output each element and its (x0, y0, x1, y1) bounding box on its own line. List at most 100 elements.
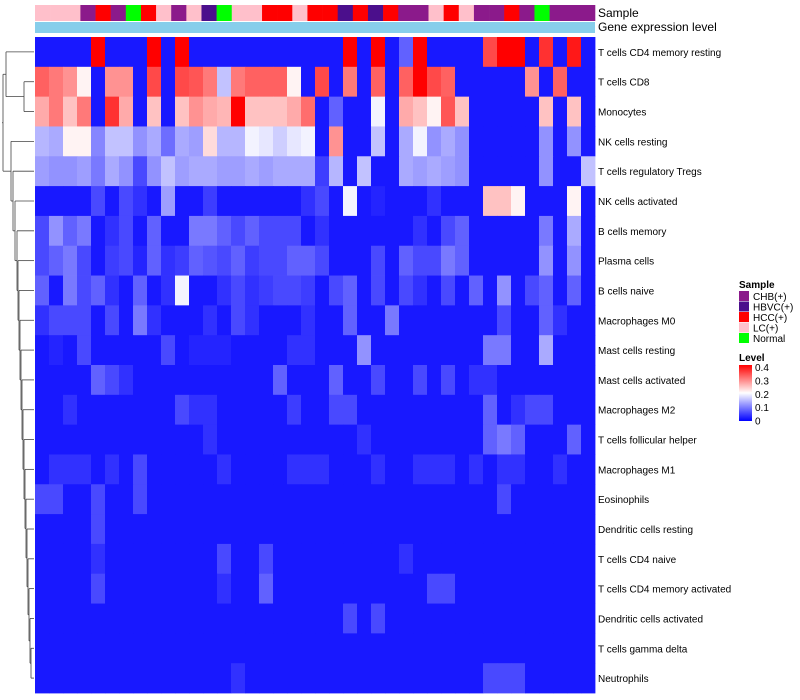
heatmap-cell (49, 543, 64, 575)
heatmap-cell (483, 37, 498, 68)
heatmap-cell (203, 365, 218, 396)
heatmap-cell (329, 454, 344, 485)
heatmap-cell (217, 215, 232, 247)
heatmap-cell (525, 66, 540, 98)
heatmap-cell (147, 156, 162, 187)
heatmap-cell (315, 37, 330, 68)
heatmap-cell (553, 514, 568, 545)
heatmap-cell (483, 543, 498, 575)
heatmap-cell (511, 156, 526, 187)
heatmap-cell (147, 484, 162, 515)
heatmap-cell (455, 633, 470, 664)
heatmap-cell (483, 305, 498, 336)
heatmap-cell (525, 305, 540, 336)
heatmap-cell (91, 514, 106, 545)
heatmap-cell (413, 305, 428, 336)
heatmap-cell (133, 126, 148, 157)
heatmap-cell (567, 126, 582, 157)
heatmap-cell (357, 186, 372, 217)
heatmap-cell (133, 454, 148, 485)
row-label: T cells follicular helper (598, 436, 697, 447)
heatmap-cell (231, 66, 246, 98)
heatmap-cell (35, 454, 50, 485)
heatmap-cell (161, 126, 176, 157)
heatmap-cell (343, 335, 358, 366)
row-label: T cells CD4 memory activated (598, 585, 731, 596)
heatmap-cell (483, 394, 498, 426)
heatmap-cell (161, 96, 176, 127)
heatmap-cell (343, 484, 358, 515)
heatmap-cell (357, 424, 372, 455)
heatmap-cell (259, 335, 274, 366)
heatmap-cell (399, 603, 414, 634)
heatmap-cell (357, 37, 372, 68)
heatmap-cell (161, 394, 176, 426)
heatmap-cell (35, 543, 50, 575)
heatmap-cell (217, 663, 232, 694)
heatmap-cell (161, 454, 176, 485)
heatmap-cell (119, 424, 134, 455)
heatmap-cell (469, 424, 484, 455)
sample-track-cell (125, 5, 142, 21)
heatmap-cell (525, 663, 540, 694)
heatmap-cell (77, 66, 92, 98)
level-legend-tick: 0.4 (755, 363, 769, 374)
heatmap-cell (539, 424, 554, 455)
heatmap-cell (329, 603, 344, 634)
heatmap-cell (301, 215, 316, 247)
sample-track-label: Sample (598, 6, 639, 20)
heatmap-cell (567, 275, 582, 306)
heatmap-cell (441, 603, 456, 634)
heatmap-cell (567, 245, 582, 276)
heatmap-cell (231, 633, 246, 664)
heatmap-cell (91, 96, 106, 127)
heatmap-cell (147, 215, 162, 247)
sample-track-cell (367, 5, 384, 21)
heatmap-cell (203, 275, 218, 306)
heatmap-cell (343, 126, 358, 157)
heatmap-cell (203, 156, 218, 187)
heatmap-cell (315, 424, 330, 455)
heatmap-cell (203, 186, 218, 217)
heatmap-cell (497, 156, 512, 187)
heatmap-cell (469, 37, 484, 68)
heatmap-cell (483, 156, 498, 187)
heatmap-cell (147, 573, 162, 604)
heatmap-cell (49, 424, 64, 455)
heatmap-cell (77, 573, 92, 604)
heatmap-cell (567, 633, 582, 664)
heatmap-cell (455, 663, 470, 694)
sample-legend-swatch (739, 291, 749, 301)
sample-track-cell (50, 5, 66, 21)
heatmap-cell (119, 215, 134, 247)
heatmap-cell (441, 484, 456, 515)
heatmap-cell (357, 573, 372, 604)
heatmap-cell (161, 335, 176, 366)
heatmap-cell (413, 275, 428, 306)
heatmap-cell (581, 186, 596, 217)
row-label: Mast cells resting (598, 346, 675, 357)
sample-track-cell (337, 5, 354, 21)
heatmap-cell (161, 66, 176, 98)
heatmap-cell (119, 663, 134, 694)
heatmap-cell (357, 633, 372, 664)
heatmap-cell (259, 514, 274, 545)
row-label: Macrophages M0 (598, 316, 676, 327)
heatmap-cell (203, 335, 218, 366)
heatmap-cell (301, 156, 316, 187)
heatmap-cell (273, 245, 288, 276)
heatmap-cell (175, 663, 190, 694)
heatmap-cell (119, 186, 134, 217)
heatmap-cell (539, 156, 554, 187)
sample-track-cell (564, 5, 581, 21)
heatmap-cell (553, 424, 568, 455)
heatmap-cell (63, 275, 78, 306)
heatmap-cell (385, 275, 400, 306)
heatmap-cell (553, 335, 568, 366)
heatmap-cell (525, 394, 540, 426)
heatmap-cell (259, 156, 274, 187)
heatmap-cell (441, 305, 456, 336)
heatmap-cell (525, 126, 540, 157)
heatmap-cell (63, 543, 78, 575)
heatmap-cell (511, 663, 526, 694)
